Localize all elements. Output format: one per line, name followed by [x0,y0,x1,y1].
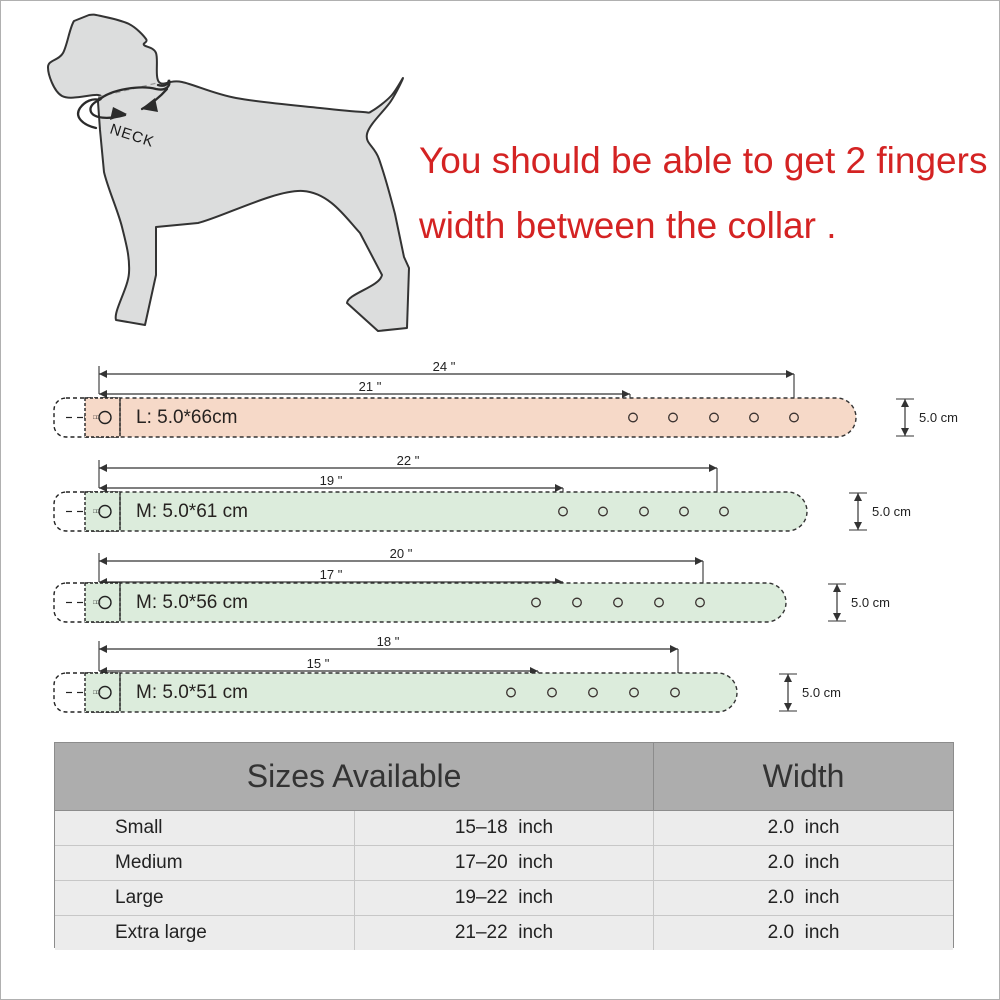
svg-text:M: 5.0*56 cm: M: 5.0*56 cm [136,592,248,613]
svg-text:20 ": 20 " [390,546,413,561]
svg-text:5.0 cm: 5.0 cm [919,410,958,425]
svg-text:L: 5.0*66cm: L: 5.0*66cm [136,407,237,428]
svg-text:M: 5.0*51 cm: M: 5.0*51 cm [136,682,248,703]
svg-text:5.0 cm: 5.0 cm [872,504,911,519]
svg-text:18 ": 18 " [377,636,400,649]
svg-text:5.0 cm: 5.0 cm [802,685,841,700]
svg-text:15 ": 15 " [307,656,330,671]
svg-text:19 ": 19 " [320,473,343,488]
svg-text:5.0 cm: 5.0 cm [851,595,890,610]
svg-text:17 ": 17 " [320,567,343,582]
svg-text:M: 5.0*61 cm: M: 5.0*61 cm [136,501,248,522]
svg-text:22 ": 22 " [397,455,420,468]
svg-text:24 ": 24 " [433,361,456,374]
svg-text:21 ": 21 " [359,379,382,394]
